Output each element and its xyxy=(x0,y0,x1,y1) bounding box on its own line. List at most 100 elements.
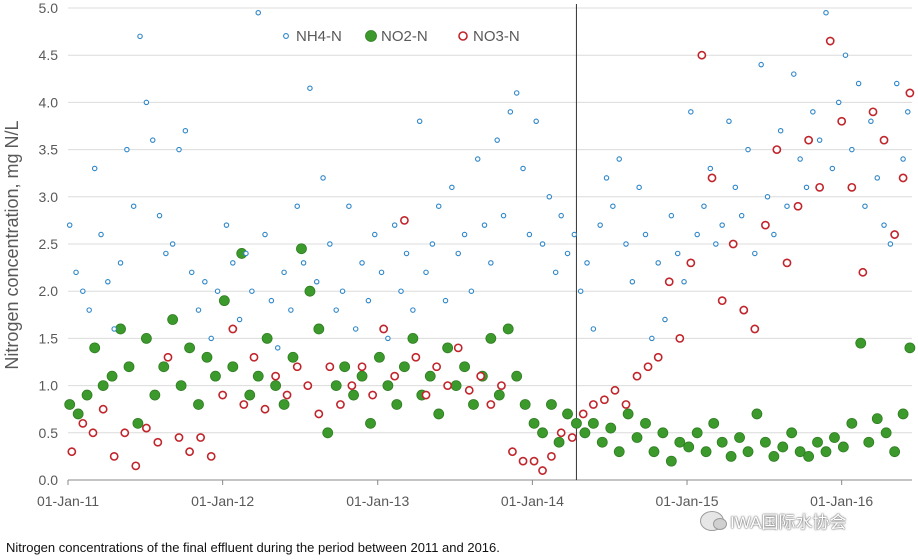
series-no2-n xyxy=(64,243,916,467)
data-point xyxy=(694,231,700,238)
data-point xyxy=(336,400,345,409)
data-point xyxy=(137,33,143,40)
data-point xyxy=(206,451,216,461)
data-point xyxy=(399,361,410,373)
data-point xyxy=(815,182,825,192)
data-point xyxy=(816,137,823,143)
chart: 0.0 0.5 1.0 1.5 2.0 2.5 3.0 3.5 4.0 4.5 5.0 01-Jan… xyxy=(2,0,916,509)
data-point xyxy=(786,427,798,439)
data-point xyxy=(794,446,806,458)
data-point xyxy=(72,408,84,420)
data-point xyxy=(374,351,385,363)
data-point xyxy=(271,371,281,381)
data-point xyxy=(567,433,577,442)
legend-label: NO2-N xyxy=(381,28,428,45)
data-point xyxy=(365,297,372,304)
data-point xyxy=(579,427,591,439)
data-point xyxy=(140,332,152,344)
data-point xyxy=(214,288,221,294)
data-point xyxy=(777,441,789,453)
data-point xyxy=(132,417,144,429)
data-point xyxy=(346,203,352,209)
data-point xyxy=(174,433,184,442)
data-point xyxy=(707,173,717,183)
data-point xyxy=(494,137,500,143)
watermark-text: IWA国际水协会 xyxy=(730,513,847,532)
data-point xyxy=(411,352,421,362)
data-point xyxy=(829,165,836,172)
data-point xyxy=(230,260,236,266)
data-point xyxy=(529,456,539,466)
data-point xyxy=(313,279,320,285)
data-point xyxy=(577,288,584,294)
data-point xyxy=(493,389,505,401)
data-point xyxy=(553,436,565,448)
data-point xyxy=(648,446,660,458)
data-point xyxy=(898,173,908,183)
data-point xyxy=(464,385,474,395)
data-point xyxy=(717,296,727,306)
data-point xyxy=(468,288,475,294)
data-point xyxy=(320,175,326,181)
data-point xyxy=(837,116,847,126)
data-point xyxy=(571,231,578,238)
data-point xyxy=(889,446,901,458)
data-point xyxy=(278,399,290,410)
data-point xyxy=(513,90,520,96)
data-point xyxy=(632,371,642,381)
data-point xyxy=(596,436,608,448)
data-point xyxy=(185,447,195,457)
data-point xyxy=(613,446,625,458)
data-point xyxy=(330,380,342,392)
data-point xyxy=(424,370,436,382)
data-point xyxy=(784,203,790,209)
data-point xyxy=(890,230,900,239)
data-point xyxy=(855,80,862,87)
data-point xyxy=(314,409,324,419)
data-point xyxy=(871,413,883,425)
data-point xyxy=(182,127,189,134)
y-tick-label: 0.5 xyxy=(39,425,59,441)
data-point xyxy=(410,307,416,313)
data-point xyxy=(520,165,526,172)
data-point xyxy=(716,436,728,448)
x-tick-label: 01-Jan-11 xyxy=(37,493,99,509)
data-point xyxy=(599,395,609,405)
data-point xyxy=(120,428,130,438)
figure-caption: Nitrogen concentrations of the final eff… xyxy=(6,540,500,555)
data-point xyxy=(837,441,849,453)
data-point xyxy=(202,279,208,285)
data-point xyxy=(223,222,230,228)
data-point xyxy=(750,324,760,334)
data-point xyxy=(893,80,900,87)
data-point xyxy=(653,352,663,362)
x-tick-label: 01-Jan-13 xyxy=(346,493,409,509)
watermark: IWA国际水协会 xyxy=(700,508,846,533)
data-point xyxy=(81,389,93,401)
data-point xyxy=(537,427,548,439)
data-point xyxy=(300,260,307,266)
data-point xyxy=(868,107,878,117)
data-point xyxy=(382,380,394,392)
data-point xyxy=(442,342,454,354)
data-point xyxy=(453,343,463,353)
data-point xyxy=(131,461,141,471)
y-tick-label: 5.0 xyxy=(39,0,59,16)
data-point xyxy=(538,466,547,475)
data-point xyxy=(67,447,77,457)
data-point xyxy=(771,231,777,238)
data-point xyxy=(167,314,179,325)
data-point xyxy=(485,332,497,344)
data-point xyxy=(700,446,712,458)
data-point xyxy=(433,408,445,420)
data-point xyxy=(797,156,803,162)
data-point xyxy=(368,390,378,400)
data-point xyxy=(571,417,582,429)
data-point xyxy=(407,332,419,344)
data-point xyxy=(683,441,695,453)
data-point xyxy=(123,361,135,373)
data-point xyxy=(564,250,571,257)
data-point xyxy=(616,156,622,162)
data-point xyxy=(863,436,875,448)
data-point xyxy=(98,404,108,414)
